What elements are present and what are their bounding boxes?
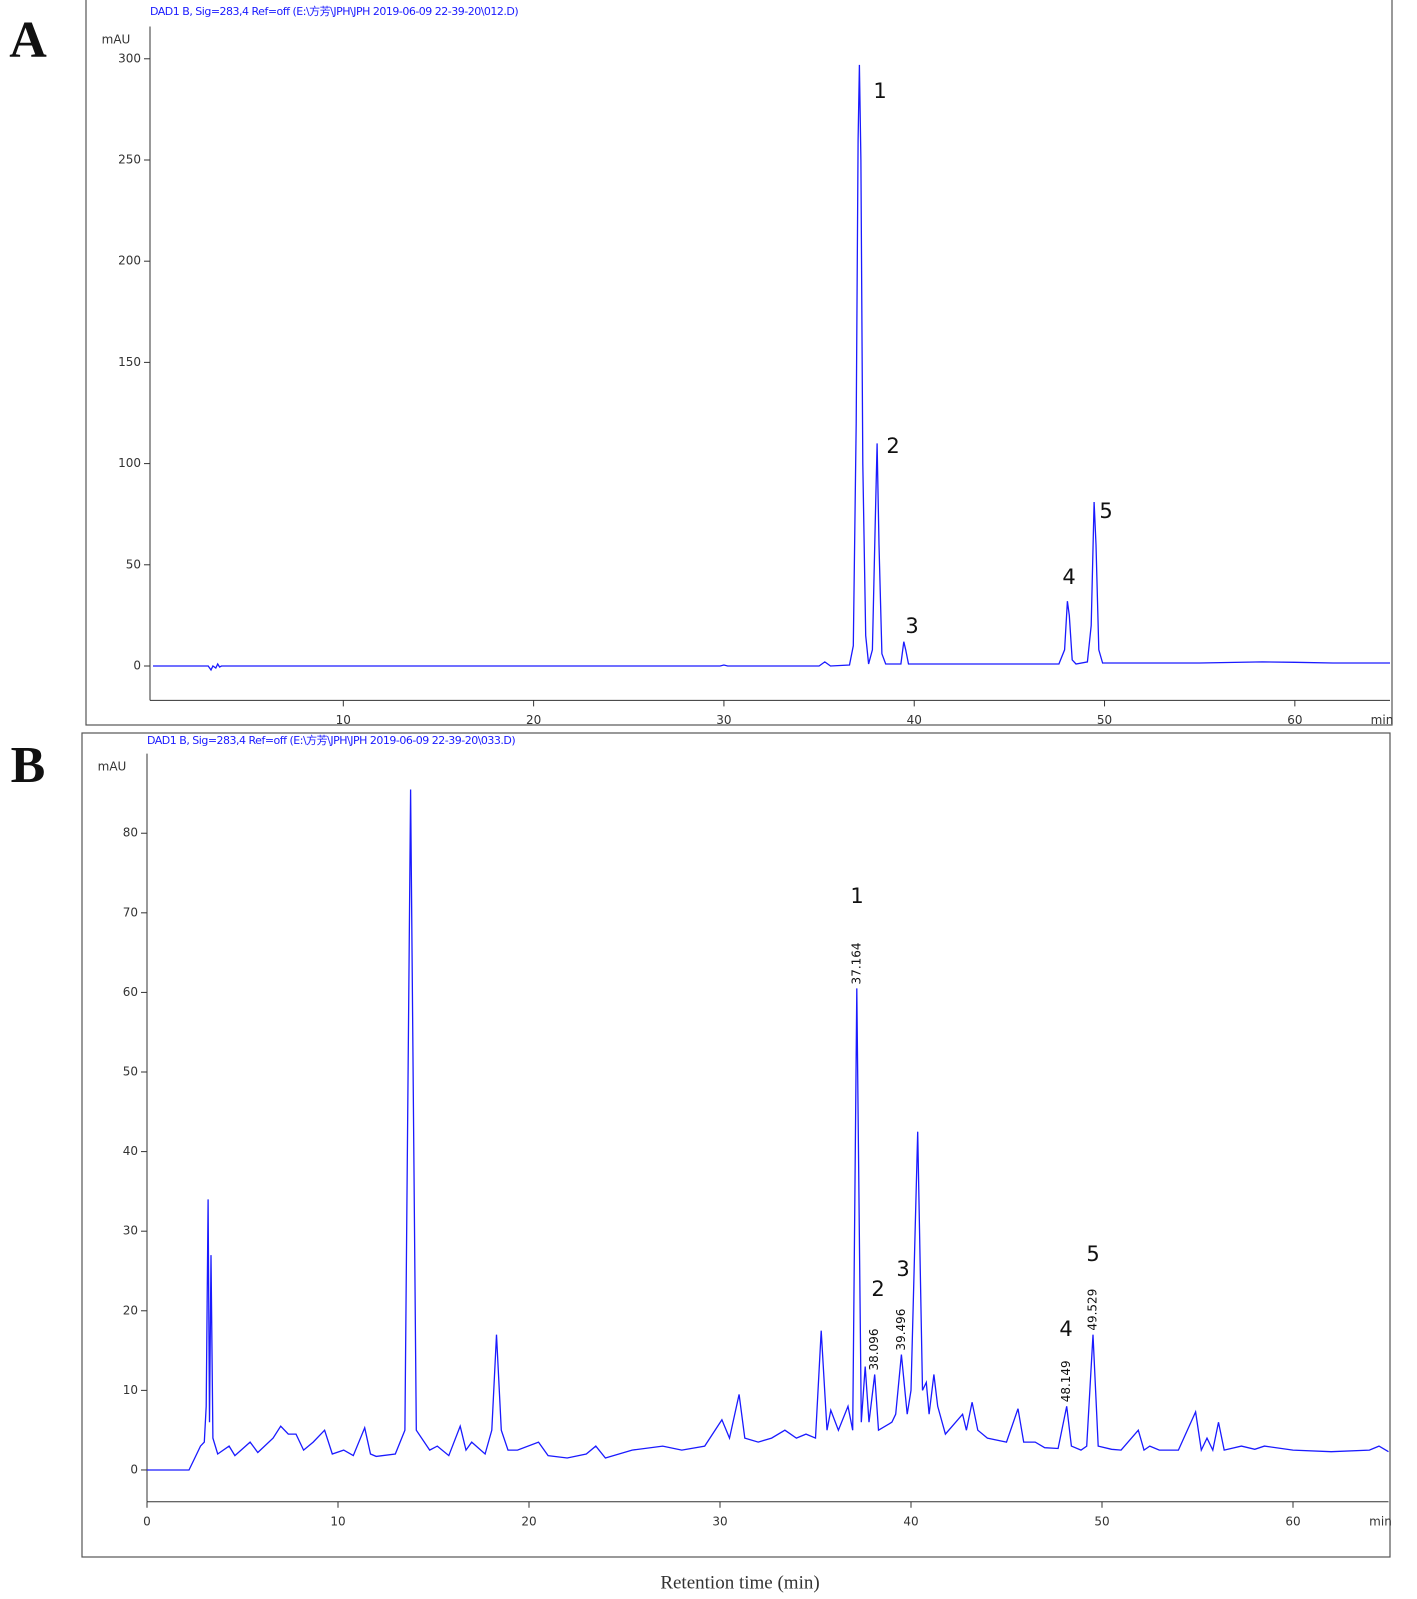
y-tick-label: 10 (123, 1383, 138, 1397)
y-tick-label: 60 (123, 985, 138, 999)
retention-time-label: 37.164 (849, 942, 863, 984)
x-unit: min (1369, 1514, 1392, 1528)
x-tick-label: 0 (143, 1514, 151, 1528)
y-tick-label: 80 (123, 826, 138, 840)
x-tick-label: 50 (1094, 1514, 1109, 1528)
x-tick-label: 50 (1097, 713, 1112, 727)
x-tick-label: 60 (1287, 713, 1302, 727)
retention-time-label: 49.529 (1086, 1289, 1100, 1331)
y-tick-label: 50 (123, 1065, 138, 1079)
peak-number: 4 (1059, 1317, 1072, 1341)
peak-number: 4 (1062, 565, 1075, 589)
peak-number: 3 (905, 614, 918, 638)
retention-time-label: 48.149 (1059, 1360, 1073, 1402)
panel-frame (85, 0, 1393, 726)
y-tick-label: 0 (133, 658, 141, 672)
y-unit: mAU (102, 33, 131, 47)
peak-number: 1 (873, 79, 886, 103)
y-tick-label: 0 (130, 1462, 138, 1476)
chart-title: DAD1 B, Sig=283,4 Ref=off (E:\方芳\JPH\JPH… (150, 4, 518, 18)
chromatogram-trace (147, 789, 1389, 1471)
x-tick-label: 40 (907, 713, 922, 727)
peak-number: 2 (871, 1277, 884, 1301)
peak-number: 5 (1086, 1242, 1099, 1266)
panel-frame (81, 732, 1391, 1558)
y-tick-label: 70 (123, 905, 138, 919)
y-tick-label: 50 (126, 557, 141, 571)
y-tick-label: 150 (118, 355, 141, 369)
y-tick-label: 250 (118, 152, 141, 166)
peak-number: 5 (1099, 499, 1112, 523)
x-tick-label: 30 (712, 1514, 727, 1528)
x-tick-label: 30 (716, 713, 731, 727)
x-tick-label: 40 (903, 1514, 918, 1528)
chromatogram-trace (153, 64, 1390, 672)
y-tick-label: 200 (118, 254, 141, 268)
x-tick-label: 20 (526, 713, 541, 727)
retention-time-label: 38.096 (867, 1328, 881, 1370)
peak-number: 2 (886, 434, 899, 458)
y-tick-label: 40 (123, 1144, 138, 1158)
y-unit: mAU (98, 760, 127, 774)
x-tick-label: 10 (330, 1514, 345, 1528)
panel-letter: A (9, 12, 47, 69)
x-tick-label: 20 (521, 1514, 536, 1528)
y-tick-label: 20 (123, 1303, 138, 1317)
retention-time-label: 39.496 (894, 1309, 908, 1351)
y-tick-label: 100 (118, 456, 141, 470)
peak-number: 3 (896, 1257, 909, 1281)
x-tick-label: 10 (336, 713, 351, 727)
x-tick-label: 60 (1285, 1514, 1300, 1528)
y-tick-label: 30 (123, 1224, 138, 1238)
chart-title: DAD1 B, Sig=283,4 Ref=off (E:\方芳\JPH\JPH… (147, 733, 515, 747)
x-unit: min (1371, 713, 1394, 727)
panel-letter: B (11, 737, 46, 794)
y-tick-label: 300 (118, 51, 141, 65)
peak-number: 1 (850, 884, 863, 908)
x-axis-label: Retention time (min) (660, 1572, 819, 1593)
